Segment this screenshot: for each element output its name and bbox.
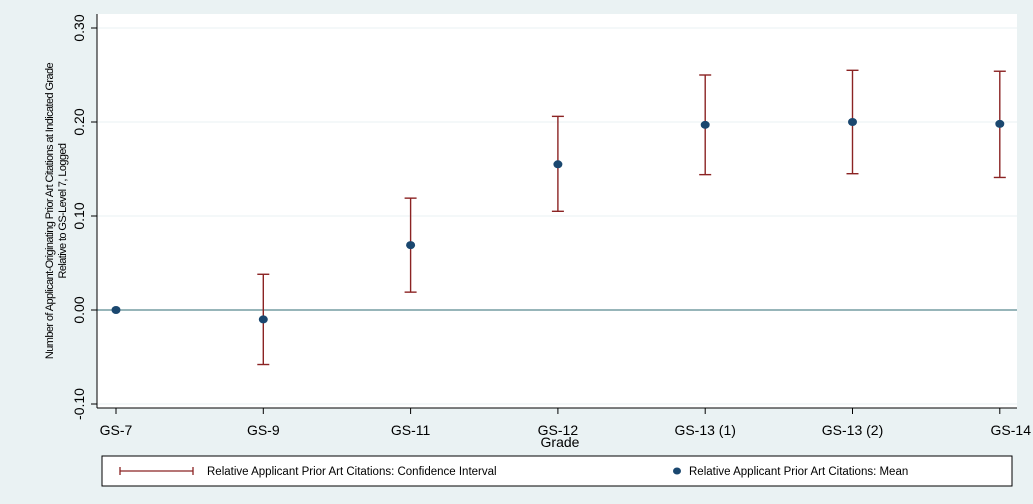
mean-point: [553, 160, 563, 169]
y-tick-label: -0.10: [71, 388, 87, 420]
y-ticks: -0.10 0.00 0.10 0.20 0.30: [71, 14, 97, 420]
x-ticks: GS-7 GS-9 GS-11 GS-12 GS-13 (1) GS-13 (2) GS-1…: [100, 408, 1032, 438]
x-tick-label: GS-7: [100, 422, 133, 438]
mean-point: [406, 241, 416, 250]
y-tick-label: 0.10: [71, 202, 87, 229]
legend: Relative Applicant Prior Art Citations: …: [101, 455, 1013, 487]
y-tick-label: 0.00: [71, 296, 87, 323]
y-tick-label: 0.20: [71, 108, 87, 135]
x-tick-label: GS-9: [247, 422, 280, 438]
mean-point: [700, 120, 710, 129]
legend-mean-symbol: [673, 467, 681, 475]
y-axis-title-line1: Number of Applicant-Originating Prior Ar…: [44, 62, 56, 359]
x-tick-label: GS-12: [538, 422, 579, 438]
x-tick-label: GS-13 (1): [674, 422, 735, 438]
x-axis-title: Grade: [541, 434, 580, 450]
x-tick-label: GS-13 (2): [822, 422, 883, 438]
mean-point: [258, 315, 268, 324]
mean-point: [111, 306, 121, 314]
legend-ci-symbol: [119, 467, 194, 475]
mean-point: [848, 118, 857, 126]
legend-mean-label: Relative Applicant Prior Art Citations: …: [689, 466, 908, 478]
mean-points: [111, 118, 1005, 324]
x-tick-label: GS-14: [991, 422, 1032, 438]
mean-point: [995, 119, 1005, 128]
legend-box: [101, 455, 1013, 487]
y-axis-title-line2: Relative to GS-Level 7, Logged: [57, 143, 69, 278]
legend-ci-label: Relative Applicant Prior Art Citations: …: [207, 466, 497, 478]
x-tick-label: GS-11: [391, 422, 431, 438]
y-tick-label: 0.30: [71, 14, 87, 41]
